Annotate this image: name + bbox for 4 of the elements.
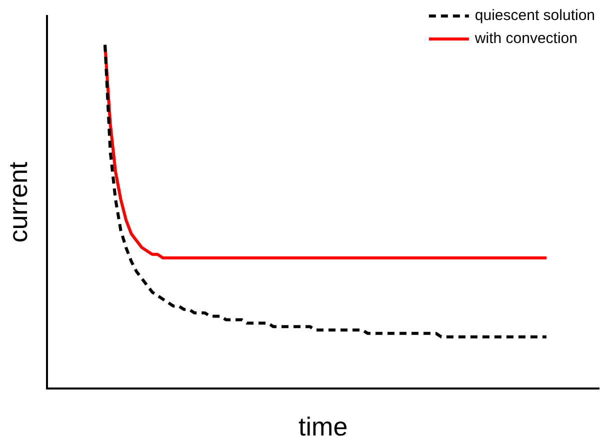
- y-axis-title: current: [2, 160, 33, 243]
- legend-label: with convection: [474, 30, 578, 48]
- x-axis-title: time: [298, 412, 348, 442]
- legend-label: quiescent solution: [474, 7, 596, 24]
